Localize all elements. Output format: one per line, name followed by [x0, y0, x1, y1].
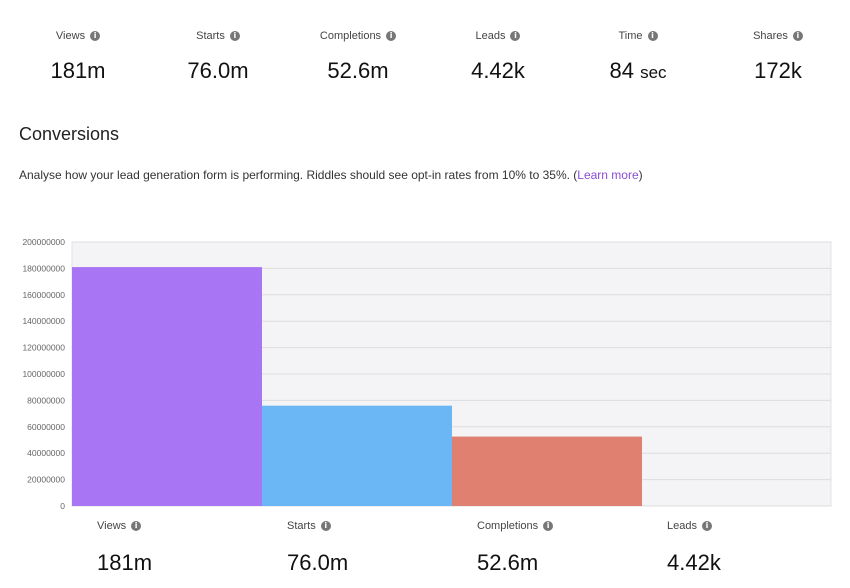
stat-value: 76.0m: [148, 58, 288, 84]
info-icon[interactable]: i: [131, 521, 142, 531]
stat-value: 181m: [8, 58, 148, 84]
bottom-stat-views: Views i 181m: [72, 518, 262, 576]
stats-row: Views i 181m Starts i 76.0m Completions i 5…: [8, 28, 848, 84]
stat-label-text: Leads: [475, 30, 506, 42]
y-tick-label: 80000000: [27, 395, 65, 405]
stat-number: 76.0m: [187, 58, 249, 83]
stat-number: 52.6m: [327, 58, 389, 83]
chart-category-row: Views i 181m Starts i 76.0m Completions i 5…: [72, 518, 832, 576]
info-icon[interactable]: i: [647, 31, 658, 41]
stat-value: 172k: [708, 58, 848, 84]
stat-number: 181m: [50, 58, 106, 83]
stat-number: 172k: [754, 58, 802, 83]
info-icon[interactable]: i: [792, 31, 803, 41]
bottom-stat-starts: Starts i 76.0m: [262, 518, 452, 576]
description-text: Analyse how your lead generation form is…: [19, 168, 578, 182]
stat-leads: Leads i 4.42k: [428, 28, 568, 84]
stat-label: Starts i: [287, 518, 452, 534]
stat-label: Time i: [568, 28, 708, 44]
bar-views: [72, 267, 262, 506]
stat-label: Completions i: [477, 518, 642, 534]
y-tick-label: 60000000: [27, 422, 65, 432]
conversions-description: Analyse how your lead generation form is…: [19, 168, 643, 182]
y-tick-label: 0: [60, 501, 65, 511]
y-tick-label: 40000000: [27, 448, 65, 458]
stat-value: 4.42k: [667, 550, 721, 575]
stat-label-text: Shares: [753, 30, 788, 42]
stat-label-text: Leads: [667, 520, 697, 532]
stat-label: Starts i: [148, 28, 288, 44]
info-icon[interactable]: i: [320, 521, 331, 531]
stat-completions: Completions i 52.6m: [288, 28, 428, 84]
stat-value: 4.42k: [428, 58, 568, 84]
stat-label-text: Starts: [287, 520, 316, 532]
stat-shares: Shares i 172k: [708, 28, 848, 84]
info-icon[interactable]: i: [90, 31, 101, 41]
info-icon[interactable]: i: [386, 31, 397, 41]
y-tick-label: 100000000: [22, 369, 65, 379]
stat-value: 181m: [97, 550, 153, 575]
conversions-title: Conversions: [19, 124, 120, 144]
stat-label: Leads i: [667, 518, 832, 534]
bottom-stat-completions: Completions i 52.6m: [452, 518, 642, 576]
y-tick-label: 120000000: [22, 343, 65, 353]
stat-label: Views i: [8, 28, 148, 44]
stat-value: 52.6m: [477, 550, 539, 575]
y-tick-label: 180000000: [22, 263, 65, 273]
conversions-chart: 0 20000000 40000000 60000000 80000000 1000000…: [22, 237, 832, 511]
stat-label-text: Starts: [196, 30, 225, 42]
stat-label-text: Time: [618, 30, 643, 42]
y-tick-label: 200000000: [22, 237, 65, 247]
info-icon[interactable]: i: [543, 521, 554, 531]
y-tick-label: 160000000: [22, 290, 65, 300]
stat-label: Completions i: [288, 28, 428, 44]
stat-unit: sec: [640, 63, 667, 82]
stat-label: Shares i: [708, 28, 848, 44]
learn-more-link[interactable]: Learn more: [577, 168, 639, 182]
stat-label: Leads i: [428, 28, 568, 44]
stat-number: 84: [609, 58, 634, 83]
stat-label-text: Completions: [477, 520, 539, 532]
stat-number: 4.42k: [471, 58, 525, 83]
stat-value: 52.6m: [288, 58, 428, 84]
stat-value: 76.0m: [287, 550, 349, 575]
stat-label: Views i: [97, 518, 262, 534]
y-tick-label: 140000000: [22, 316, 65, 326]
y-tick-label: 20000000: [27, 475, 65, 485]
stat-label-text: Views: [55, 30, 86, 42]
stat-value: 84 sec: [568, 58, 708, 84]
description-end: ): [638, 168, 643, 182]
info-icon[interactable]: i: [229, 31, 240, 41]
stat-label-text: Completions: [319, 30, 382, 42]
bottom-stat-leads: Leads i 4.42k: [642, 518, 832, 576]
stat-label-text: Views: [97, 520, 127, 532]
bar-completions: [452, 436, 642, 506]
info-icon[interactable]: i: [510, 31, 521, 41]
stat-time: Time i 84 sec: [568, 28, 708, 84]
stat-views: Views i 181m: [8, 28, 148, 84]
bar-starts: [262, 405, 452, 506]
stat-starts: Starts i 76.0m: [148, 28, 288, 84]
info-icon[interactable]: i: [701, 521, 712, 531]
